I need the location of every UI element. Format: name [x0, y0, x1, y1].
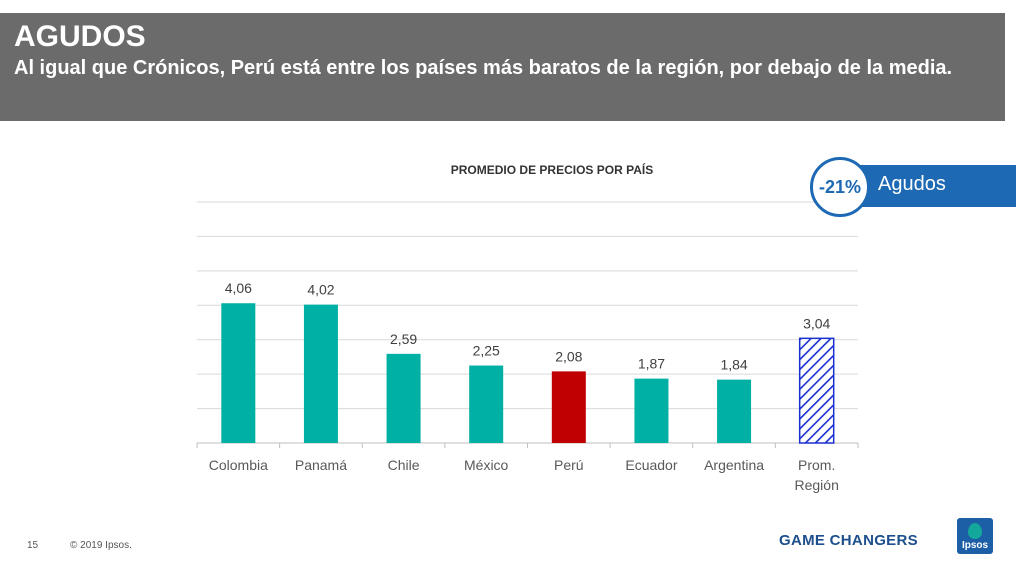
game-changers-logo: GAME CHANGERS	[779, 532, 918, 549]
x-tick-label-3: México	[464, 457, 509, 473]
ipsos-logo-text: Ipsos	[961, 540, 989, 551]
ipsos-logo: Ipsos	[957, 518, 993, 554]
chart-bars	[221, 303, 835, 444]
data-label-2: 2,59	[390, 331, 417, 347]
chart-x-ticks: Colombia Panamá Chile México Perú Ecuador Arge…	[209, 457, 839, 493]
page-subtitle: Al igual que Crónicos, Perú está entre l…	[14, 57, 953, 79]
chart-data-labels: 4,06 4,02 2,59 2,25 2,08 1,87 1,84 3,04	[225, 280, 831, 372]
x-tick-label-5: Ecuador	[625, 457, 677, 473]
data-label-1: 4,02	[307, 282, 334, 298]
x-tick-label-1: Panamá	[295, 457, 347, 473]
data-label-0: 4,06	[225, 280, 252, 296]
bar-6	[717, 379, 752, 443]
badge-circle: -21%	[810, 157, 870, 217]
bar-1	[303, 304, 338, 443]
ipsos-drop-icon	[968, 523, 982, 539]
chart-gridlines	[196, 201, 859, 448]
data-label-7: 3,04	[803, 315, 830, 331]
data-label-4: 2,08	[555, 348, 582, 364]
copyright: © 2019 Ipsos.	[70, 540, 132, 551]
title-banner: AGUDOS Al igual que Crónicos, Perú está …	[0, 13, 1005, 121]
x-tick-label-0: Colombia	[209, 457, 268, 473]
page-title: AGUDOS	[14, 20, 146, 53]
bar-4	[551, 371, 586, 443]
x-tick-label-4: Perú	[554, 457, 584, 473]
page-number: 15	[27, 540, 39, 551]
data-label-5: 1,87	[638, 356, 665, 372]
data-label-3: 2,25	[473, 343, 500, 359]
bar-5	[634, 378, 669, 443]
chart-title: PROMEDIO DE PRECIOS POR PAÍS	[451, 162, 653, 177]
bar-3	[469, 365, 504, 443]
bar-0	[221, 303, 256, 443]
badge-bar	[858, 165, 1016, 207]
bar-2	[386, 353, 421, 443]
data-label-6: 1,84	[720, 357, 747, 373]
x-tick-label-7: Prom. Región	[795, 457, 839, 493]
x-tick-label-6: Argentina	[704, 457, 764, 473]
x-tick-label-2: Chile	[388, 457, 420, 473]
badge-label: Agudos	[878, 173, 946, 195]
badge-value: -21%	[818, 176, 862, 197]
bar-7	[798, 337, 835, 444]
